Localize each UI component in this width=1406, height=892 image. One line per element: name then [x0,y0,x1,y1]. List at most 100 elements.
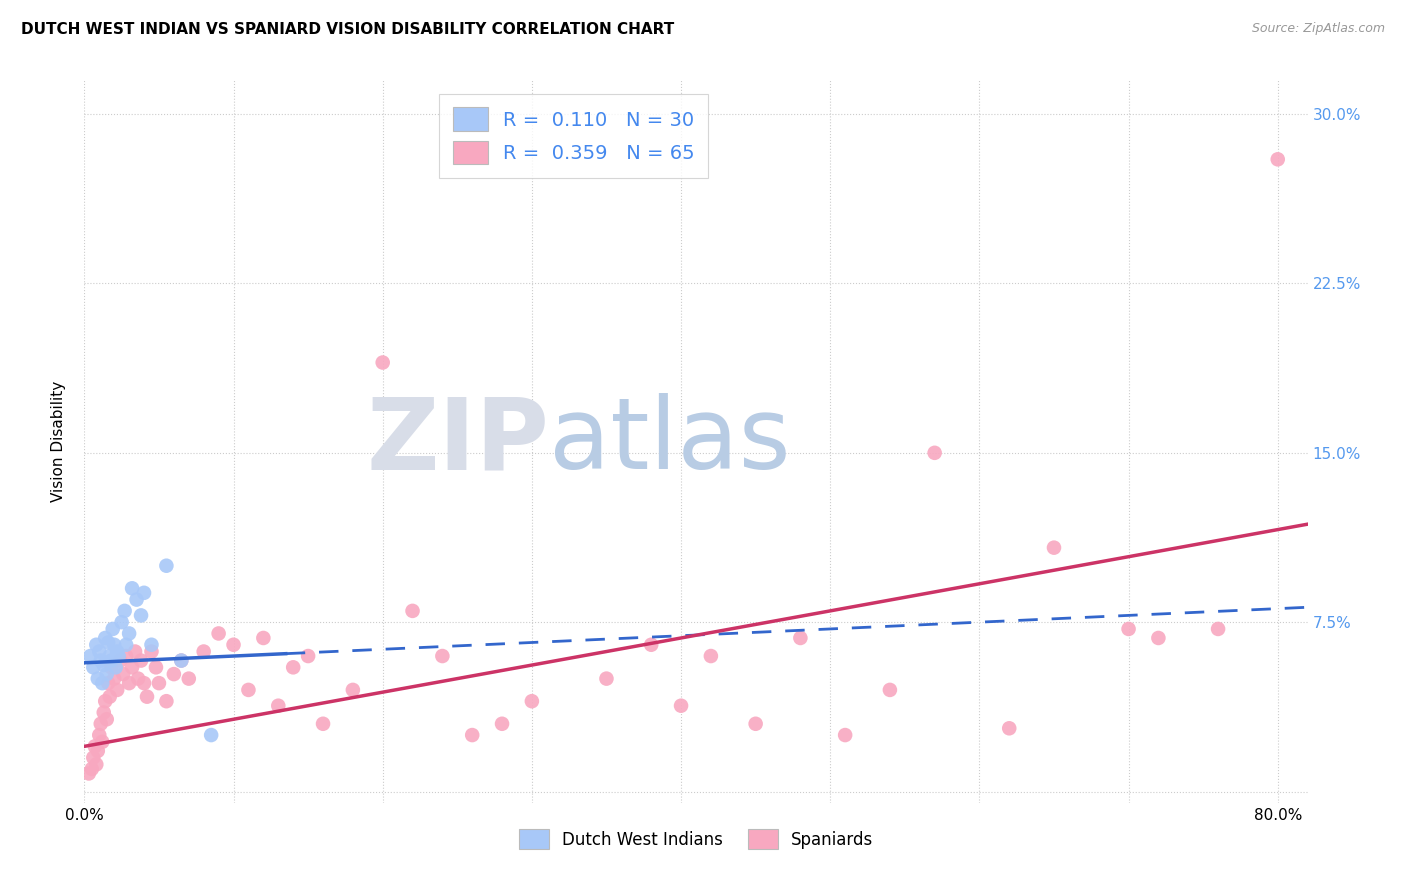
Point [669,698,692,713]
Point [924,446,946,460]
Point [118,626,141,640]
Point [145,660,167,674]
Point [112,667,135,681]
Point [89,728,111,742]
Point [342,682,364,697]
Point [97,676,120,690]
Point [121,582,143,596]
Point [371,355,394,369]
Point [700,648,723,663]
Point [200,728,222,742]
Point [432,648,454,663]
Text: Source: ZipAtlas.com: Source: ZipAtlas.com [1251,22,1385,36]
Text: ZIP: ZIP [367,393,550,490]
Point [163,667,186,681]
Point [90,654,112,668]
Point [94,631,117,645]
Point [104,660,127,674]
Text: atlas: atlas [550,393,790,490]
Point [108,654,131,668]
Point [155,694,177,708]
Point [121,660,143,674]
Point [91,676,114,690]
Point [129,654,152,668]
Point [170,654,193,668]
Point [132,676,155,690]
Point [118,676,141,690]
Point [114,604,136,618]
Point [124,644,146,658]
Point [77,766,100,780]
Point [207,626,229,640]
Point [283,660,305,674]
Point [141,638,163,652]
Point [1043,541,1066,555]
Point [115,638,138,652]
Point [193,644,215,658]
Point [91,735,114,749]
Point [98,690,121,704]
Point [127,672,149,686]
Point [87,672,110,686]
Point [1206,622,1229,636]
Point [148,676,170,690]
Point [93,706,115,720]
Point [132,586,155,600]
Point [834,728,856,742]
Point [101,622,124,636]
Point [87,744,110,758]
Point [129,608,152,623]
Point [461,728,484,742]
Point [125,592,148,607]
Point [115,648,138,663]
Point [94,694,117,708]
Point [879,682,901,697]
Point [80,762,103,776]
Point [312,716,335,731]
Point [84,757,107,772]
Point [105,644,128,658]
Point [111,615,134,630]
Point [105,682,128,697]
Point [595,672,617,686]
Point [640,638,662,652]
Point [82,750,104,764]
Text: DUTCH WEST INDIAN VS SPANIARD VISION DISABILITY CORRELATION CHART: DUTCH WEST INDIAN VS SPANIARD VISION DIS… [21,22,675,37]
Point [82,660,104,674]
Point [998,721,1021,735]
Point [103,638,125,652]
Point [238,682,260,697]
Point [107,648,129,663]
Point [744,716,766,731]
Point [1118,622,1140,636]
Point [93,658,115,673]
Point [141,644,163,658]
Point [297,648,319,663]
Y-axis label: Vision Disability: Vision Disability [51,381,66,502]
Point [90,716,112,731]
Point [100,654,122,668]
Point [789,631,811,645]
Point [84,638,107,652]
Point [267,698,290,713]
Point [170,654,193,668]
Point [155,558,177,573]
Point [401,604,423,618]
Point [79,648,101,663]
Point [89,644,111,658]
Point [1267,153,1289,167]
Point [103,672,125,686]
Point [96,667,118,681]
Point [100,660,122,674]
Legend: Dutch West Indians, Spaniards: Dutch West Indians, Spaniards [512,822,880,856]
Point [252,631,274,645]
Point [222,638,245,652]
Point [96,712,118,726]
Point [520,694,543,708]
Point [136,690,159,704]
Point [83,739,105,754]
Point [491,716,513,731]
Point [1147,631,1170,645]
Point [177,672,200,686]
Point [97,635,120,649]
